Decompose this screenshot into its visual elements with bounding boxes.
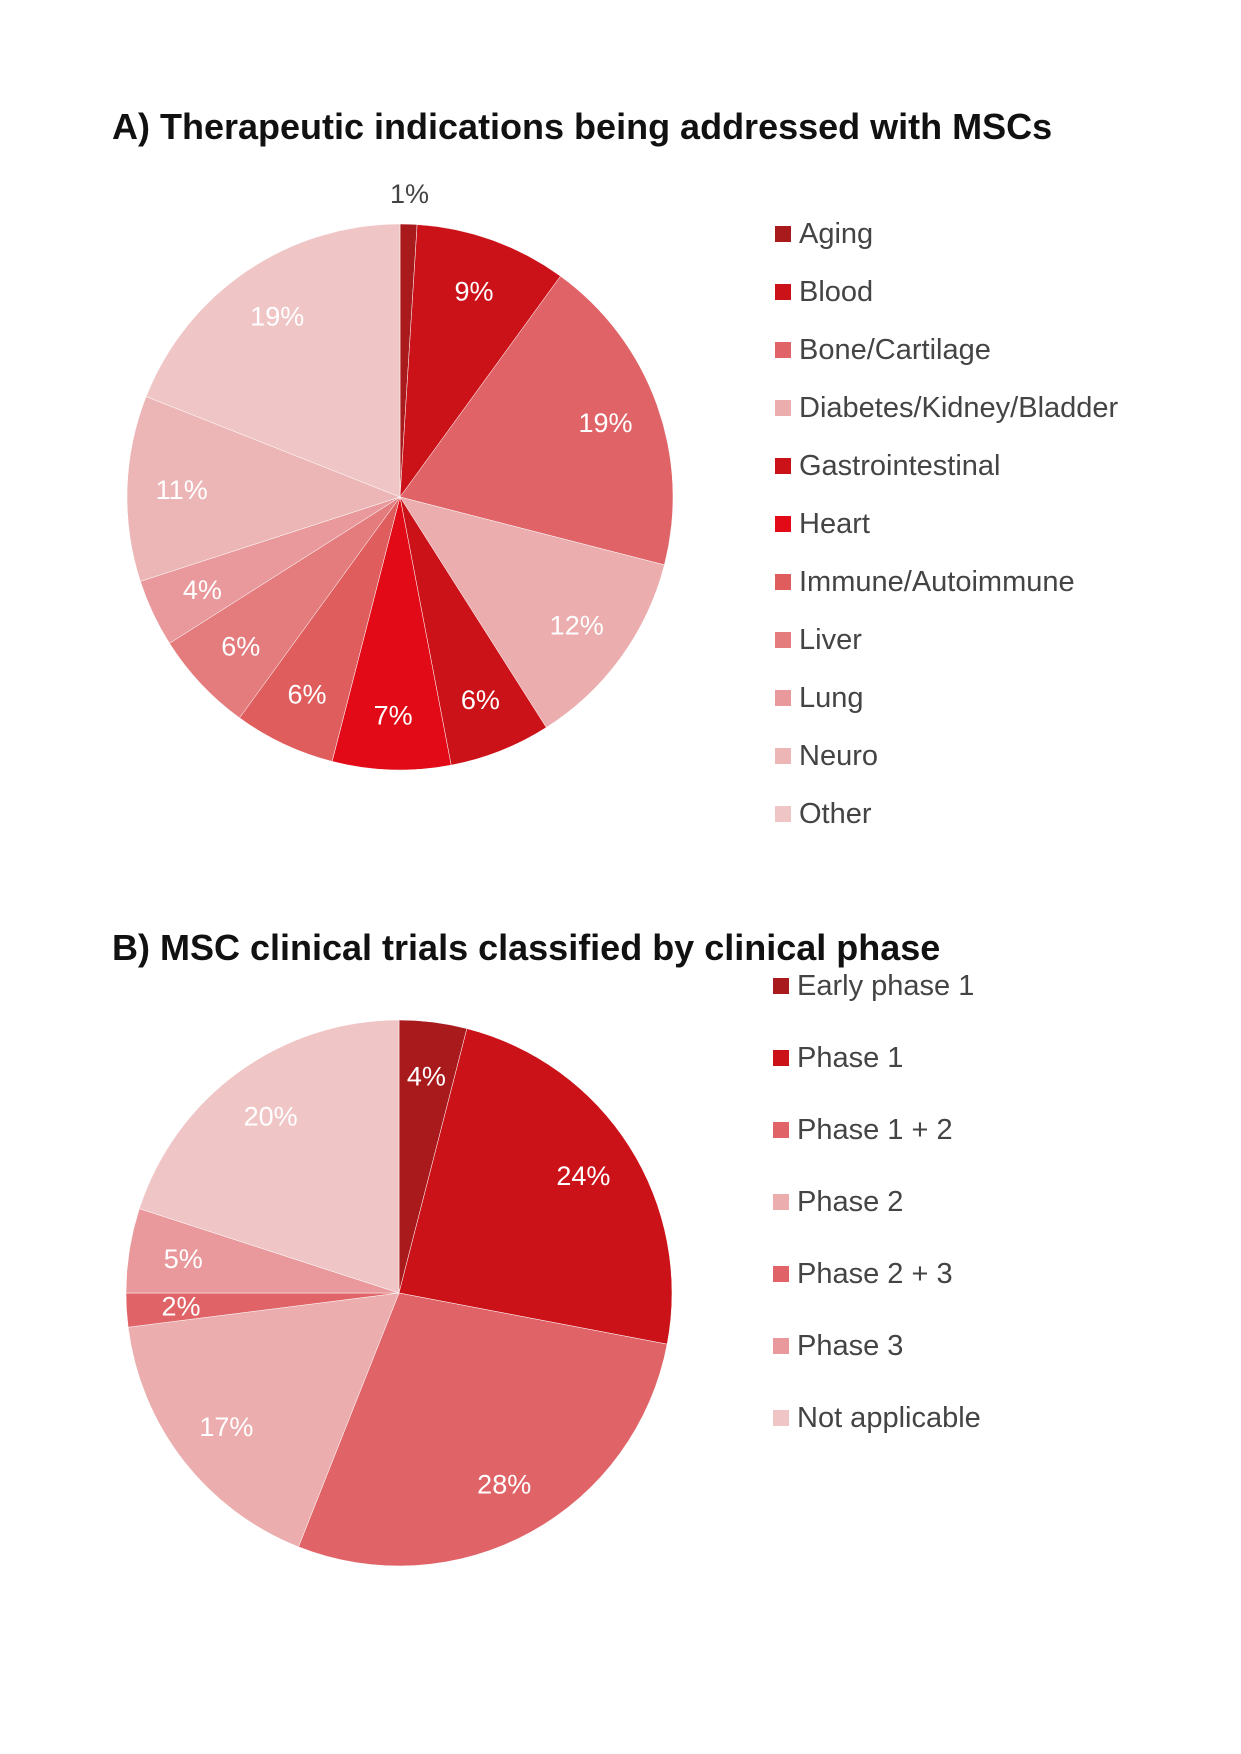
legend-item-neuro: Neuro xyxy=(775,727,1118,785)
data-label-phase-1: 24% xyxy=(556,1161,610,1191)
chart-title: B) MSC clinical trials classified by cli… xyxy=(112,927,941,968)
legend-swatch xyxy=(775,458,791,474)
legend-item-heart: Heart xyxy=(775,495,1118,553)
chart-title: A) Therapeutic indications being address… xyxy=(112,106,1053,147)
clinical-phase-chart-panel: B) MSC clinical trials classified by cli… xyxy=(0,900,1241,1754)
legend-swatch xyxy=(773,1410,789,1426)
legend-label: Not applicable xyxy=(797,1401,981,1434)
legend-item-liver: Liver xyxy=(775,611,1118,669)
data-label-blood: 9% xyxy=(454,277,493,307)
legend-swatch xyxy=(775,400,791,416)
legend-item-lung: Lung xyxy=(775,669,1118,727)
data-label-aging: 1% xyxy=(390,179,429,209)
chart-legend: Early phase 1 Phase 1 Phase 1 + 2 Phase 2 Ph… xyxy=(773,950,981,1454)
pie-slice-other xyxy=(145,223,401,498)
legend-swatch xyxy=(773,1194,789,1210)
legend-label: Phase 3 xyxy=(797,1329,904,1362)
legend-swatch xyxy=(773,1338,789,1354)
data-label-gastrointestinal: 6% xyxy=(461,685,500,715)
pie-slice-phase-1-2 xyxy=(298,1292,668,1567)
legend-swatch xyxy=(775,516,791,532)
legend-label: Bone/Cartilage xyxy=(799,333,991,366)
data-label-phase-2: 17% xyxy=(199,1412,253,1442)
data-label-phase-3: 5% xyxy=(164,1244,203,1274)
legend-swatch xyxy=(775,574,791,590)
legend-item-diabetes-kidney-bladder: Diabetes/Kidney/Bladder xyxy=(775,379,1118,437)
legend-swatch xyxy=(773,1266,789,1282)
pie-slice-bone-cartilage xyxy=(399,275,674,566)
indications-pie-chart: 1% 9% 19% 12% 6% 7% 6% 6% 4% 11% 19% xyxy=(126,179,674,771)
data-label-early-phase-1: 4% xyxy=(407,1061,446,1091)
legend-swatch xyxy=(775,284,791,300)
legend-item-aging: Aging xyxy=(775,205,1118,263)
pie-slice-not-applicable xyxy=(139,1019,400,1294)
legend-item-phase-1-2: Phase 1 + 2 xyxy=(773,1094,981,1166)
data-label-bone-cartilage: 19% xyxy=(578,408,632,438)
data-label-other: 19% xyxy=(250,301,304,331)
legend-label: Phase 2 xyxy=(797,1185,904,1218)
legend-label: Neuro xyxy=(799,739,878,772)
legend-label: Phase 1 xyxy=(797,1041,904,1074)
legend-item-gastrointestinal: Gastrointestinal xyxy=(775,437,1118,495)
data-label-diabetes-kidney-bladder: 12% xyxy=(550,610,604,640)
legend-item-blood: Blood xyxy=(775,263,1118,321)
legend-swatch xyxy=(775,806,791,822)
pie-slice-phase-1 xyxy=(398,1028,673,1345)
legend-swatch xyxy=(773,978,789,994)
legend-item-immune-autoimmune: Immune/Autoimmune xyxy=(775,553,1118,611)
legend-item-phase-2: Phase 2 xyxy=(773,1166,981,1238)
legend-label: Liver xyxy=(799,623,862,656)
indications-chart-panel: A) Therapeutic indications being address… xyxy=(112,106,1118,843)
legend-label: Gastrointestinal xyxy=(799,449,1001,482)
legend-item-not-applicable: Not applicable xyxy=(773,1382,981,1454)
legend-swatch xyxy=(773,1122,789,1138)
legend-label: Diabetes/Kidney/Bladder xyxy=(799,391,1119,424)
pie-slice-heart xyxy=(331,496,452,771)
pie-slice-diabetes-kidney-bladder xyxy=(399,496,665,728)
legend-swatch xyxy=(775,226,791,242)
data-label-lung: 4% xyxy=(183,575,222,605)
legend-item-bone-cartilage: Bone/Cartilage xyxy=(775,321,1118,379)
legend-label: Aging xyxy=(799,217,874,250)
pie-slice-phase-2 xyxy=(127,1292,400,1548)
legend-label: Other xyxy=(799,797,872,830)
legend-label: Immune/Autoimmune xyxy=(799,565,1075,598)
legend-label: Heart xyxy=(799,507,870,540)
pie-slice-neuro xyxy=(126,396,401,582)
data-label-phase-1-2: 28% xyxy=(477,1469,531,1499)
legend-item-phase-3: Phase 3 xyxy=(773,1310,981,1382)
legend-swatch xyxy=(775,632,791,648)
chart-legend: Aging Blood Bone/Cartilage Diabetes/Kidney/… xyxy=(775,205,1118,843)
legend-item-phase-2-3: Phase 2 + 3 xyxy=(773,1238,981,1310)
legend-label: Phase 1 + 2 xyxy=(797,1113,953,1146)
legend-label: Early phase 1 xyxy=(797,969,975,1002)
data-label-immune-autoimmune: 6% xyxy=(287,680,326,710)
legend-swatch xyxy=(775,690,791,706)
legend-swatch xyxy=(773,1050,789,1066)
data-label-heart: 7% xyxy=(374,700,413,730)
legend-label: Phase 2 + 3 xyxy=(797,1257,953,1290)
data-label-liver: 6% xyxy=(221,632,260,662)
legend-swatch xyxy=(775,748,791,764)
data-label-neuro: 11% xyxy=(156,475,208,505)
legend-label: Blood xyxy=(799,275,874,308)
legend-swatch xyxy=(775,342,791,358)
legend-item-early-phase-1: Early phase 1 xyxy=(773,950,981,1022)
clinical-phase-pie-chart: 4% 24% 28% 17% 2% 5% 20% xyxy=(125,1019,673,1567)
legend-item-other: Other xyxy=(775,785,1118,843)
data-label-phase-2-3: 2% xyxy=(161,1292,200,1322)
pie-slice-blood xyxy=(399,224,561,498)
legend-item-phase-1: Phase 1 xyxy=(773,1022,981,1094)
legend-label: Lung xyxy=(799,681,864,714)
data-label-not-applicable: 20% xyxy=(244,1101,298,1131)
